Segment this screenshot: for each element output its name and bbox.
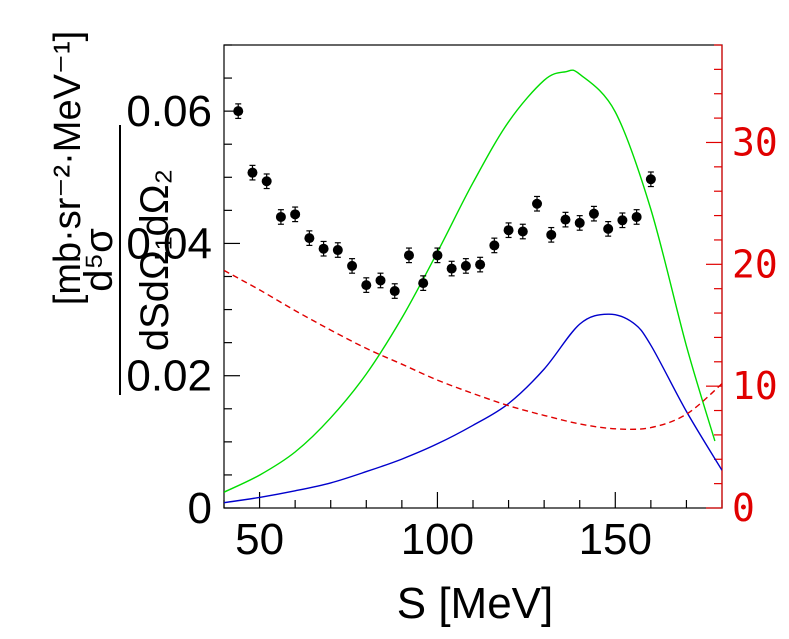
data-point: [247, 167, 258, 178]
y-axis-label-denominator: dSdΩ₁dΩ₂: [133, 169, 177, 351]
data-point: [347, 260, 358, 271]
data-point: [432, 250, 443, 261]
right-tick-label: 0: [732, 486, 755, 530]
plot-frame: [223, 44, 723, 509]
bottom-tick-label: 50: [235, 515, 284, 564]
red_dashed-curve: [224, 269, 722, 431]
bottom-tick-label: 150: [579, 515, 652, 564]
right-tick-label: 20: [732, 242, 778, 286]
right-axis-ticks: 0 10 20 30: [706, 44, 778, 530]
data-point: [475, 259, 486, 270]
data-point: [332, 245, 343, 256]
right-tick-label: 30: [732, 120, 778, 164]
data-point: [304, 233, 315, 244]
data-point: [574, 217, 585, 228]
data-point: [418, 278, 429, 289]
data-point: [275, 211, 286, 222]
data-point: [645, 174, 656, 185]
y-axis-unit: [mb·sr⁻²·MeV⁻¹]: [47, 31, 89, 305]
y-axis-label: d⁵σ dSdΩ₁dΩ₂: [77, 125, 177, 395]
x-axis-label: S [MeV]: [397, 579, 554, 628]
data-point: [389, 286, 400, 297]
data-points: [233, 103, 656, 299]
data-point: [233, 106, 244, 117]
data-point: [261, 176, 272, 187]
data-point: [290, 209, 301, 220]
left-tick-label: 0.04: [126, 219, 212, 268]
data-point: [503, 225, 514, 236]
data-point: [560, 214, 571, 225]
y-axis-label-numerator: d⁵σ: [77, 228, 121, 292]
data-point: [617, 215, 628, 226]
data-point: [517, 226, 528, 237]
data-point: [460, 260, 471, 271]
data-point: [532, 198, 543, 209]
data-point: [588, 208, 599, 219]
green-curve: [224, 69, 716, 493]
bottom-axis-ticks: 50 100 150: [223, 492, 723, 564]
data-point: [361, 280, 372, 291]
data-point: [446, 263, 457, 274]
left-tick-label: 0.06: [126, 87, 212, 136]
data-point: [603, 223, 614, 234]
data-point: [375, 275, 386, 286]
data-point: [631, 211, 642, 222]
left-tick-label: 0: [188, 484, 212, 533]
curves: [224, 69, 722, 504]
left-axis-ticks: 0 0.02 0.04 0.06: [126, 44, 240, 533]
data-point: [318, 243, 329, 254]
data-point: [489, 240, 500, 251]
y-axis-unit-label: [mb·sr⁻²·MeV⁻¹]: [47, 31, 89, 305]
right-tick-label: 10: [732, 364, 778, 408]
data-point: [546, 229, 557, 240]
bottom-tick-label: 100: [401, 515, 474, 564]
left-tick-label: 0.02: [126, 352, 212, 401]
data-point: [403, 250, 414, 261]
blue-curve: [224, 313, 722, 504]
